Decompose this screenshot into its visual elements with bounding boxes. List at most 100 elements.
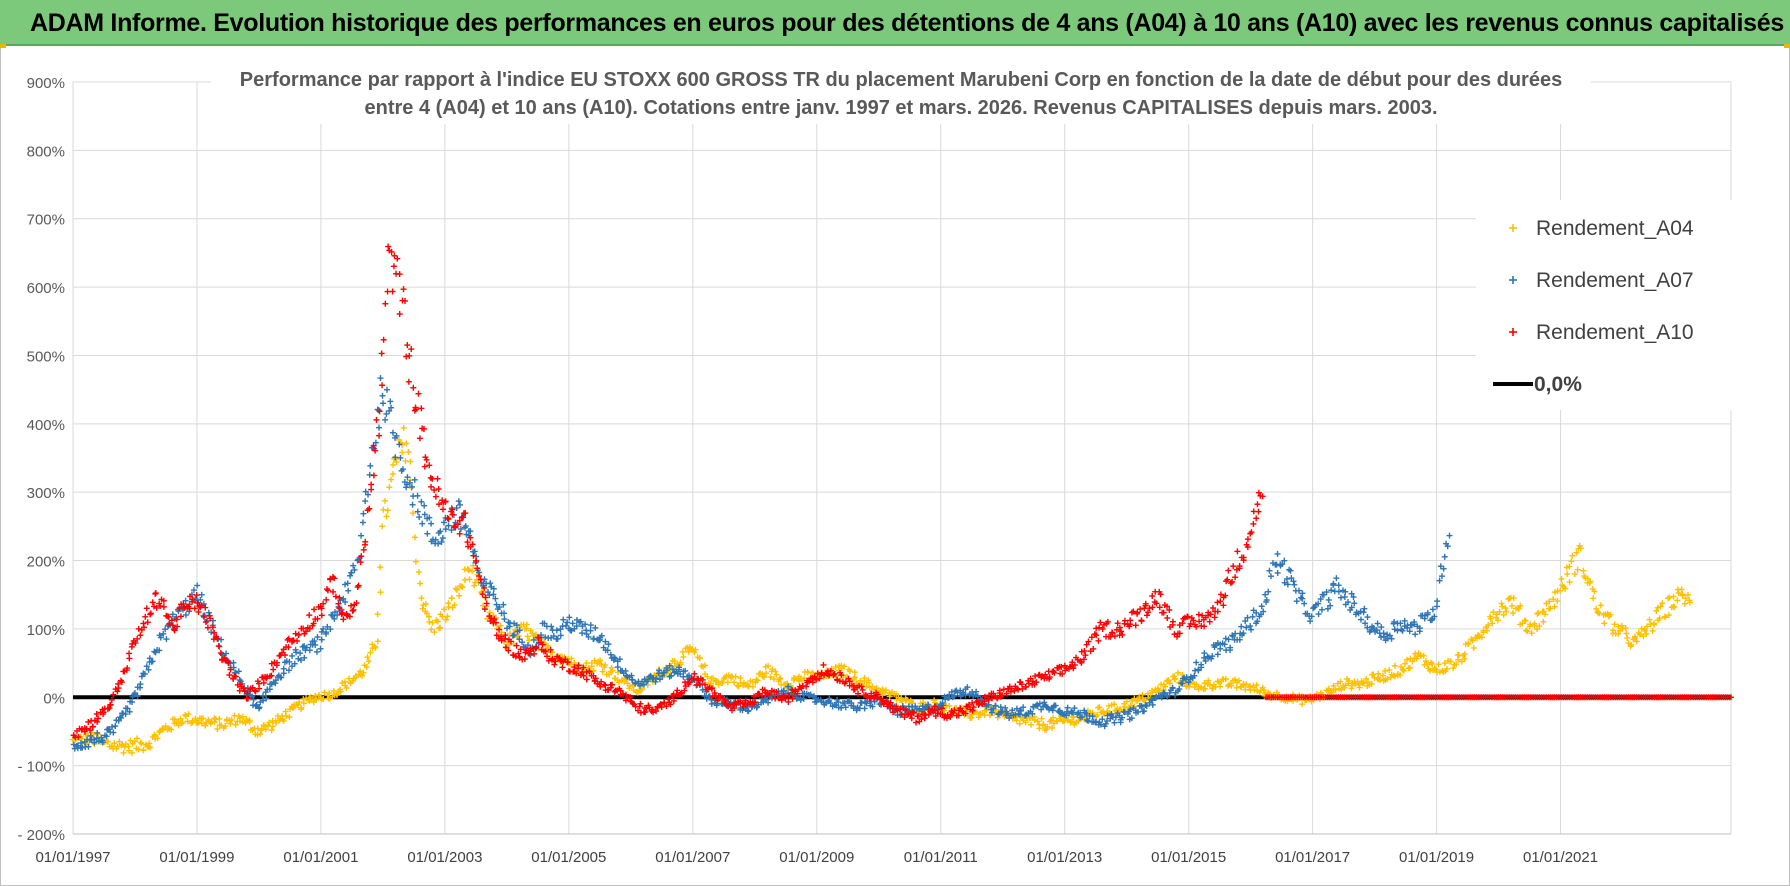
point-rendement-a04: [1371, 674, 1378, 681]
point-rendement-a10: [144, 619, 151, 626]
point-rendement-a07: [587, 627, 594, 634]
chart-frame: - 200% - 100% 0% 100% 200% 300% 400% 500% 600% 70…: [0, 48, 1790, 886]
point-rendement-a04: [763, 670, 770, 677]
point-rendement-a10: [295, 631, 302, 638]
point-rendement-a10: [323, 586, 330, 593]
point-rendement-a04: [1498, 600, 1505, 607]
point-rendement-a04: [458, 583, 465, 590]
point-rendement-a04: [442, 616, 449, 623]
point-rendement-a04: [1659, 600, 1666, 607]
point-rendement-a04: [418, 595, 425, 602]
point-rendement-a04: [111, 740, 118, 747]
point-rendement-a04: [1510, 595, 1517, 602]
point-rendement-a10: [1099, 625, 1106, 632]
point-rendement-a07: [194, 582, 201, 589]
point-rendement-a04: [423, 610, 430, 617]
point-rendement-a04: [1068, 718, 1075, 725]
point-rendement-a10: [785, 698, 792, 705]
point-rendement-a07: [397, 454, 404, 461]
point-rendement-a04: [770, 676, 777, 683]
point-rendement-a04: [841, 663, 848, 670]
point-rendement-a04: [1172, 675, 1179, 682]
point-rendement-a07: [342, 598, 349, 605]
point-rendement-a07: [110, 729, 117, 736]
point-rendement-a10: [415, 390, 422, 397]
point-rendement-a04: [168, 726, 175, 733]
point-rendement-a07: [399, 466, 406, 473]
point-rendement-a04: [1470, 645, 1477, 652]
point-rendement-a04: [857, 677, 864, 684]
point-rendement-a04: [1569, 552, 1576, 559]
point-rendement-a07: [345, 587, 352, 594]
point-rendement-a07: [1291, 581, 1298, 588]
point-rendement-a04: [1453, 661, 1460, 668]
point-rendement-a07: [590, 635, 597, 642]
point-rendement-a07: [331, 615, 338, 622]
point-rendement-a07: [292, 646, 299, 653]
point-rendement-a07: [289, 652, 296, 659]
point-rendement-a07: [607, 651, 614, 658]
point-rendement-a04: [973, 709, 980, 716]
point-rendement-a04: [1646, 616, 1653, 623]
point-rendement-a04: [602, 662, 609, 669]
point-rendement-a04: [1562, 585, 1569, 592]
point-rendement-a04: [1332, 687, 1339, 694]
point-rendement-a07: [611, 654, 618, 661]
point-rendement-a07: [964, 684, 971, 691]
point-rendement-a07: [318, 636, 325, 643]
point-rendement-a04: [1402, 660, 1409, 667]
point-rendement-a10: [820, 661, 827, 668]
point-rendement-a04: [360, 669, 367, 676]
point-rendement-a10: [405, 378, 412, 385]
point-rendement-a04: [298, 704, 305, 711]
point-rendement-a04: [390, 461, 397, 468]
point-rendement-a07: [605, 641, 612, 648]
point-rendement-a04: [428, 626, 435, 633]
point-rendement-a04: [873, 685, 880, 692]
point-rendement-a04: [227, 720, 234, 727]
point-rendement-a07: [663, 667, 670, 674]
point-rendement-a07: [973, 688, 980, 695]
point-rendement-a07: [1333, 575, 1340, 582]
point-rendement-a07: [404, 474, 411, 481]
point-rendement-a07: [403, 484, 410, 491]
point-rendement-a07: [988, 709, 995, 716]
point-rendement-a04: [1384, 676, 1391, 683]
point-rendement-a07: [516, 627, 523, 634]
point-rendement-a04: [1363, 675, 1370, 682]
point-rendement-a07: [708, 700, 715, 707]
point-rendement-a07: [382, 416, 389, 423]
point-rendement-a04: [266, 719, 273, 726]
point-rendement-a04: [497, 622, 504, 629]
point-rendement-a07: [408, 483, 415, 490]
point-rendement-a07: [905, 703, 912, 710]
x-tick-label: 01/01/2007: [655, 849, 730, 866]
point-rendement-a07: [1249, 613, 1256, 620]
point-rendement-a04: [154, 735, 161, 742]
point-rendement-a04: [1671, 604, 1678, 611]
point-rendement-a07: [553, 627, 560, 634]
point-rendement-a07: [524, 642, 531, 649]
point-rendement-a07: [137, 681, 144, 688]
point-rendement-a04: [339, 679, 346, 686]
point-rendement-a07: [592, 624, 599, 631]
point-rendement-a07: [313, 648, 320, 655]
point-rendement-a07: [323, 630, 330, 637]
point-rendement-a04: [1615, 623, 1622, 630]
y-tick-label: 700%: [27, 212, 65, 229]
point-rendement-a07: [516, 636, 523, 643]
point-rendement-a07: [1083, 717, 1090, 724]
point-rendement-a04: [1611, 621, 1618, 628]
point-rendement-a07: [376, 424, 383, 431]
point-rendement-a04: [116, 738, 123, 745]
point-rendement-a07: [149, 658, 156, 665]
point-rendement-a04: [1246, 684, 1253, 691]
point-rendement-a10: [416, 435, 423, 442]
x-tick-label: 01/01/2011: [904, 849, 978, 866]
point-rendement-a07: [387, 398, 394, 405]
point-rendement-a10: [355, 582, 362, 589]
point-rendement-a04: [1536, 623, 1543, 630]
point-rendement-a04: [1623, 630, 1630, 637]
point-rendement-a04: [1574, 566, 1581, 573]
point-rendement-a04: [1597, 602, 1604, 609]
